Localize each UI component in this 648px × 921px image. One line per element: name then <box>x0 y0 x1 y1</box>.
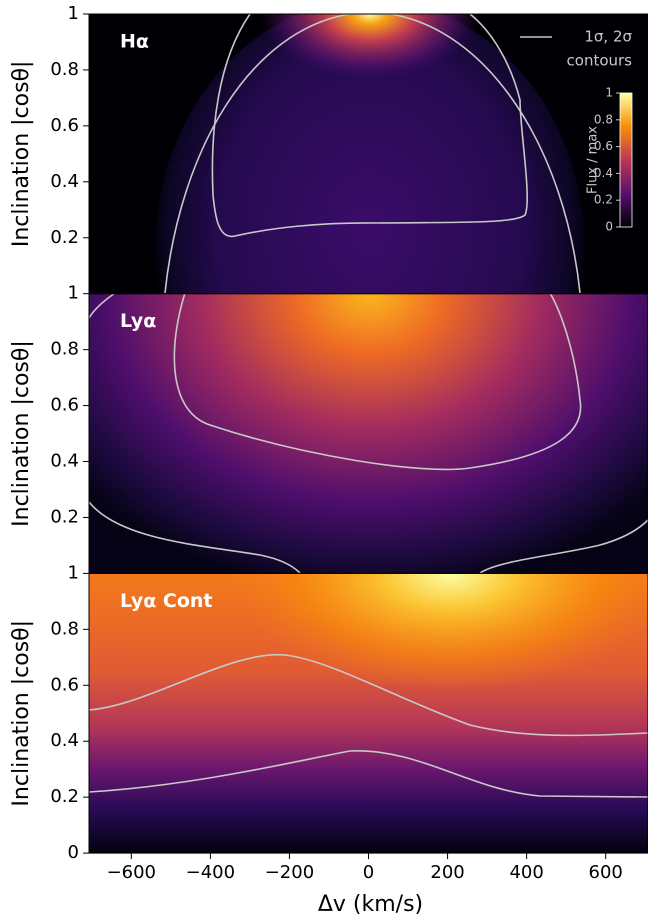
y-tick-label: 1 <box>68 3 79 24</box>
y-axis-label: Inclination |cosθ| <box>9 61 34 248</box>
y-tick-label: 0.4 <box>50 730 79 751</box>
colorbar-tick-label: 0.2 <box>594 193 613 207</box>
y-tick-label: 0.2 <box>50 506 79 527</box>
y-tick-label: 0.4 <box>50 451 79 472</box>
y-axis-label: Inclination |cosθ| <box>9 340 34 527</box>
contour <box>479 519 648 573</box>
y-tick-label: 0.2 <box>50 227 79 248</box>
colorbar-label: Flux / max <box>586 126 601 194</box>
contour <box>164 14 581 294</box>
contour <box>89 750 648 798</box>
heatmap <box>89 14 648 294</box>
y-tick-label: 0.2 <box>50 786 79 807</box>
y-tick-label: 0 <box>68 842 79 863</box>
x-tick-label: 0 <box>363 862 374 883</box>
colorbar-tick-label: 0.4 <box>594 166 613 180</box>
y-tick-label: 0.4 <box>50 171 79 192</box>
x-tick-label: 600 <box>589 862 623 883</box>
contour <box>89 501 301 573</box>
heatmap <box>89 573 648 853</box>
colorbar-tick-label: 0.6 <box>594 139 613 153</box>
y-tick-label: 0.8 <box>50 59 79 80</box>
contour <box>89 653 648 737</box>
panel-label: Lyα <box>120 310 156 332</box>
x-tick-label: 400 <box>509 862 543 883</box>
x-tick-label: −400 <box>186 862 235 883</box>
colorbar-tick-label: 1 <box>605 86 613 100</box>
y-axis-label: Inclination |cosθ| <box>9 620 34 807</box>
y-tick-label: 0.6 <box>50 395 79 416</box>
panel-label: Hα <box>120 31 149 53</box>
x-tick-label: −200 <box>265 862 314 883</box>
x-tick-label: 200 <box>430 862 464 883</box>
panel-label: Lyα Cont <box>120 590 212 612</box>
y-tick-label: 1 <box>68 562 79 583</box>
colorbar <box>619 92 633 228</box>
y-tick-label: 0.8 <box>50 339 79 360</box>
x-axis-label: Δv (km/s) <box>318 892 423 917</box>
colorbar-tick-label: 0.8 <box>594 112 613 126</box>
contour <box>89 293 116 319</box>
x-tick-label: −600 <box>107 862 156 883</box>
legend-label: 1σ, 2σ <box>584 28 632 46</box>
contour <box>211 14 528 238</box>
contour <box>173 293 582 471</box>
y-tick-label: 0.6 <box>50 115 79 136</box>
y-tick-label: 1 <box>68 283 79 304</box>
y-tick-label: 0.6 <box>50 674 79 695</box>
legend-label: contours <box>567 52 633 70</box>
heatmap <box>89 293 648 573</box>
colorbar-tick-label: 0 <box>605 220 613 234</box>
y-tick-label: 0.8 <box>50 618 79 639</box>
